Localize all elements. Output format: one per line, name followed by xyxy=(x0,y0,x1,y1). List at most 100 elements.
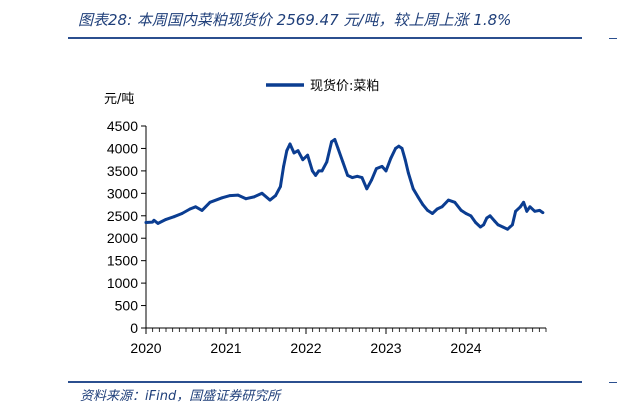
series-point xyxy=(426,209,429,212)
y-tick-label: 3000 xyxy=(107,185,138,201)
series-point xyxy=(355,174,359,178)
series-point xyxy=(296,149,300,153)
series-point xyxy=(311,169,314,173)
series-point xyxy=(252,195,256,199)
series-point xyxy=(260,191,264,195)
source-rule xyxy=(68,381,582,383)
series-point xyxy=(172,215,176,219)
series-point xyxy=(220,196,224,200)
series-point xyxy=(407,171,410,175)
source-note: 资料来源：iFind，国盛证券研究所 xyxy=(80,389,281,404)
series-point xyxy=(522,200,525,204)
series-point xyxy=(416,195,420,199)
series-point xyxy=(447,198,450,202)
x-tick-label: 2021 xyxy=(210,340,241,356)
series-point xyxy=(464,212,468,215)
series-point xyxy=(421,203,425,207)
series-point xyxy=(403,158,407,162)
series-point xyxy=(228,194,232,198)
series-point xyxy=(469,214,473,218)
series-point xyxy=(519,205,522,209)
series-point xyxy=(479,225,482,229)
series-point xyxy=(488,214,492,218)
title-rule xyxy=(68,37,582,39)
series-point xyxy=(325,160,329,164)
series-point xyxy=(506,227,509,231)
series-point xyxy=(268,198,272,202)
series-point xyxy=(380,165,384,168)
series-point xyxy=(485,216,489,220)
figure-title: 图表28: 本周国内菜粕现货价 2569.47 元/吨，较上周上涨 1.8% xyxy=(78,11,512,29)
series-point xyxy=(496,223,500,227)
series-point xyxy=(301,158,305,162)
series-point xyxy=(341,160,345,164)
x-tick-label: 2020 xyxy=(130,340,161,356)
series-point xyxy=(208,200,212,204)
x-axis: 2020 2021 2022 2023 2024 xyxy=(130,327,547,356)
y-tick-label: 0 xyxy=(130,320,138,336)
series-point xyxy=(538,209,541,212)
series-point xyxy=(528,205,532,209)
series-point xyxy=(533,209,537,213)
series-point xyxy=(360,176,364,180)
x-tick-label: 2022 xyxy=(290,340,321,356)
legend-label: 现货价:菜粕 xyxy=(310,78,379,94)
series-point xyxy=(431,212,434,215)
series-point xyxy=(292,151,296,155)
series-point xyxy=(244,197,248,201)
series-point xyxy=(346,174,349,177)
series-layer xyxy=(144,138,545,231)
series-point xyxy=(453,200,457,204)
series-point xyxy=(482,223,485,227)
series-point xyxy=(375,167,378,171)
edge-mark-top xyxy=(609,38,617,39)
x-tick-label: 2023 xyxy=(370,340,401,356)
series-point xyxy=(156,222,160,225)
series-point xyxy=(285,149,289,153)
y-tick-label: 4000 xyxy=(107,140,138,156)
series-point xyxy=(282,165,285,168)
y-tick-label: 500 xyxy=(115,298,139,314)
series-point xyxy=(541,211,545,215)
x-tick-label: 2024 xyxy=(450,340,481,356)
series-point xyxy=(164,218,168,221)
edge-mark-bottom xyxy=(609,382,617,383)
y-tick-label: 4500 xyxy=(107,118,138,134)
series-point xyxy=(194,205,198,209)
y-tick-label: 1000 xyxy=(107,275,138,291)
series-point xyxy=(200,209,204,212)
series-point xyxy=(274,194,277,198)
series-point xyxy=(384,169,388,173)
y-tick-label: 2500 xyxy=(107,208,138,224)
series-point xyxy=(440,205,444,209)
series-point xyxy=(511,223,514,227)
series-line-0 xyxy=(144,138,545,231)
series-point xyxy=(435,207,439,211)
series-point xyxy=(288,142,292,146)
y-axis-unit: 元/吨 xyxy=(104,92,134,107)
series-point xyxy=(501,225,505,229)
series-point xyxy=(180,212,184,215)
series-point xyxy=(152,218,156,222)
y-axis: 0 500 1000 1500 2000 2500 3000 3500 4000 4500 xyxy=(107,118,147,336)
series-point xyxy=(320,169,324,173)
chart-legend: 现货价:菜粕 xyxy=(266,78,379,94)
series-point xyxy=(333,138,337,141)
series-point xyxy=(474,221,477,224)
series-point xyxy=(525,209,529,213)
y-tick-label: 1500 xyxy=(107,253,138,269)
series-point xyxy=(317,169,321,173)
series-point xyxy=(151,220,154,224)
y-tick-label: 3500 xyxy=(107,163,138,179)
series-point xyxy=(397,144,401,148)
series-point xyxy=(493,219,497,223)
series-point xyxy=(400,147,404,150)
series-point xyxy=(236,193,240,197)
series-point xyxy=(411,187,415,191)
series-point xyxy=(394,147,397,150)
series-point xyxy=(389,156,393,160)
series-point xyxy=(370,178,373,182)
series-point xyxy=(365,187,369,191)
series-point xyxy=(336,147,340,150)
